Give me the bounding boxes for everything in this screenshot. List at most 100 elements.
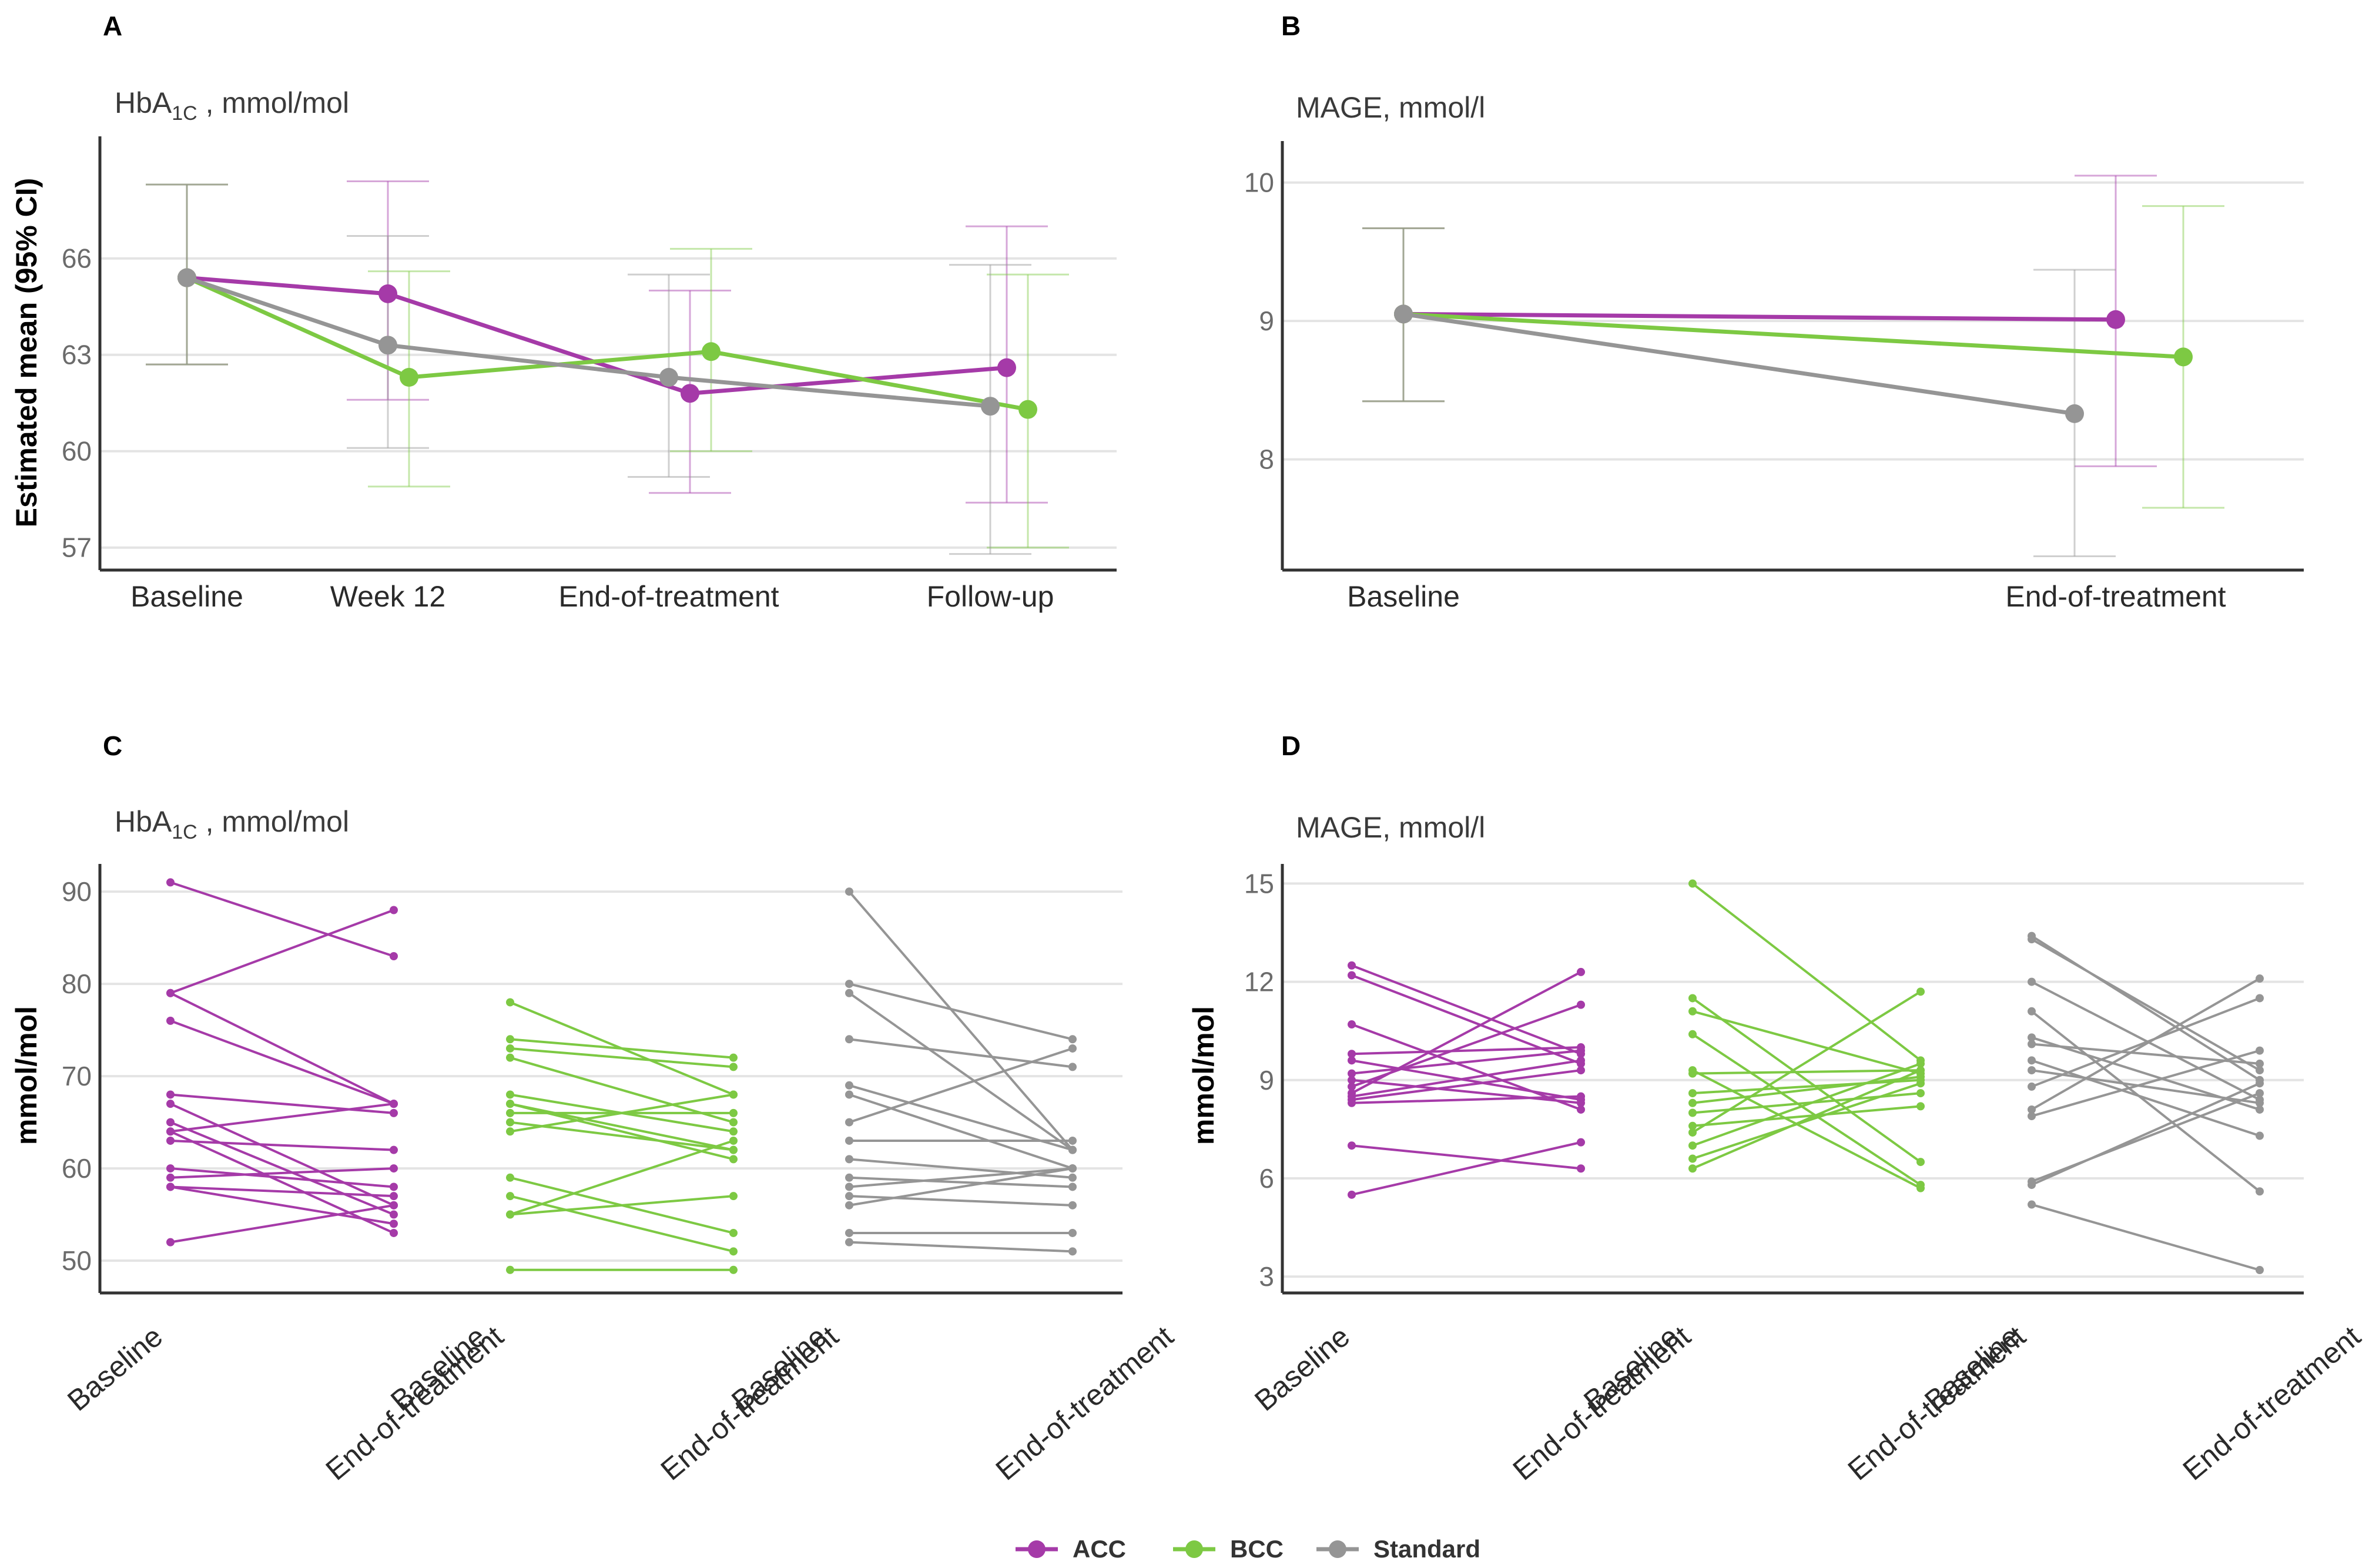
y-tick-label: 9 — [1259, 1065, 1274, 1095]
subject-point-baseline-acc — [1348, 1082, 1356, 1091]
panel-a-ticks: 57 60 63 66 Baseline Week 12 End-of-treatment F… — [62, 243, 1054, 613]
subject-point-baseline-standard — [845, 1081, 853, 1090]
panel-c-ticks: 50 60 70 80 90 Baseline End-of-treatment Baseli… — [61, 876, 1180, 1486]
subject-point-end-acc — [390, 1182, 398, 1191]
subject-point-baseline-standard — [2028, 1112, 2036, 1121]
subject-point-end-bcc — [1916, 1102, 1925, 1111]
point-standard — [177, 268, 196, 287]
subject-point-baseline-bcc — [506, 1053, 514, 1062]
subject-point-baseline-acc — [166, 1136, 175, 1145]
subject-point-baseline-acc — [1348, 1020, 1356, 1029]
subject-line-bcc — [1692, 1082, 1921, 1160]
subject-point-baseline-standard — [2028, 1181, 2036, 1190]
subject-point-end-standard — [2256, 1079, 2264, 1088]
subject-point-end-standard — [1068, 1044, 1077, 1053]
subject-point-baseline-acc — [1348, 1076, 1356, 1084]
subject-point-end-bcc — [729, 1118, 738, 1127]
subject-point-end-standard — [2256, 1265, 2264, 1274]
panel-d-ylabel: mmol/mol — [1187, 1006, 1220, 1145]
panel-c-ylabel: mmol/mol — [10, 1006, 43, 1145]
subject-point-baseline-standard — [845, 989, 853, 997]
panel-d-gridlines — [1282, 882, 2304, 1278]
subject-point-end-acc — [1577, 1046, 1585, 1055]
subject-line-acc — [1351, 1023, 1581, 1111]
subject-point-end-acc — [1577, 967, 1585, 976]
subject-line-acc — [1351, 1059, 1581, 1101]
subject-point-end-bcc — [729, 1228, 738, 1237]
subject-line-standard — [849, 1241, 1073, 1253]
panel-a-ylabel: Estimated mean (95% CI) — [10, 178, 43, 528]
subject-point-baseline-bcc — [506, 1035, 514, 1044]
subject-point-end-standard — [2256, 1089, 2264, 1098]
subject-point-end-standard — [2256, 1059, 2264, 1068]
subject-point-end-bcc — [729, 1155, 738, 1164]
subject-point-end-bcc — [1916, 1079, 1925, 1088]
subject-point-end-standard — [1068, 1035, 1077, 1044]
subject-point-end-standard — [2256, 1046, 2264, 1055]
subject-point-end-acc — [1577, 1098, 1585, 1107]
x-tick-label-end-of-treatment: End-of-treatment — [558, 580, 779, 613]
subject-point-baseline-standard — [845, 1228, 853, 1237]
subject-point-baseline-acc — [166, 1238, 175, 1247]
subject-point-baseline-bcc — [506, 1108, 514, 1117]
subject-line-acc — [170, 881, 394, 957]
subject-point-baseline-bcc — [1688, 1121, 1697, 1130]
point-bcc — [400, 368, 418, 387]
subject-point-baseline-acc — [1348, 961, 1356, 970]
subject-point-baseline-acc — [166, 1127, 175, 1136]
subject-point-baseline-standard — [2028, 1082, 2036, 1091]
subject-point-baseline-standard — [2028, 1007, 2036, 1016]
subject-point-baseline-standard — [845, 980, 853, 989]
subject-point-baseline-standard — [845, 1238, 853, 1247]
subject-point-end-standard — [2256, 1066, 2264, 1075]
series-line-bcc — [1403, 311, 2184, 359]
x-tick-label-baseline: Baseline — [1347, 580, 1460, 613]
subject-point-baseline-standard — [845, 1192, 853, 1201]
subject-point-end-bcc — [729, 1108, 738, 1117]
subject-line-acc — [170, 1167, 394, 1179]
subject-point-end-bcc — [729, 1136, 738, 1145]
y-tick-label: 8 — [1259, 444, 1274, 475]
subject-point-end-acc — [390, 1201, 398, 1209]
subject-point-end-standard — [2256, 1131, 2264, 1140]
panel-d-label: D — [1281, 731, 1301, 761]
subject-point-baseline-standard — [845, 1201, 853, 1209]
panel-a: A HbA1C , mmol/mol Estimated mean (95% C… — [10, 11, 1117, 613]
subject-point-baseline-acc — [166, 878, 175, 887]
panel-c-label: C — [103, 731, 122, 761]
subject-line-standard — [2031, 1069, 2260, 1104]
subject-line-acc — [1351, 964, 1581, 1056]
subject-point-end-standard — [1068, 1063, 1077, 1071]
subject-point-baseline-bcc — [1688, 879, 1697, 888]
subject-point-baseline-bcc — [506, 1118, 514, 1127]
subject-line-standard — [2031, 977, 2260, 1111]
panel-b-title: MAGE, mmol/l — [1296, 91, 1485, 124]
subject-line-acc — [170, 1185, 394, 1225]
subject-point-end-standard — [1068, 1182, 1077, 1191]
y-tick-label: 60 — [62, 1153, 92, 1184]
subject-line-acc — [170, 1121, 394, 1216]
subject-point-baseline-standard — [2028, 1056, 2036, 1065]
subject-point-baseline-bcc — [1688, 1007, 1697, 1016]
point-standard — [378, 336, 397, 355]
panel-a-label: A — [103, 11, 122, 41]
subject-line-standard — [849, 983, 1073, 1041]
subject-point-baseline-standard — [2028, 1066, 2036, 1075]
subject-point-baseline-bcc — [1688, 1069, 1697, 1078]
subject-line-acc — [1351, 1049, 1581, 1075]
subject-point-baseline-acc — [1348, 1092, 1356, 1101]
subject-point-end-standard — [1068, 1247, 1077, 1256]
point-acc — [681, 384, 699, 403]
subject-point-baseline-bcc — [506, 1210, 514, 1219]
subject-line-acc — [170, 1167, 394, 1188]
subject-line-bcc — [510, 1093, 734, 1133]
subject-line-bcc — [510, 1056, 734, 1124]
subject-point-baseline-bcc — [1688, 1141, 1697, 1150]
x-tick-label-baseline: Baseline — [1577, 1320, 1685, 1418]
y-tick-label: 9 — [1259, 306, 1274, 336]
y-tick-label: 57 — [62, 532, 92, 563]
y-tick-label: 6 — [1259, 1163, 1274, 1194]
panel-d-title: MAGE, mmol/l — [1296, 811, 1485, 844]
subject-point-end-bcc — [729, 1127, 738, 1136]
subject-point-baseline-standard — [2028, 1040, 2036, 1048]
